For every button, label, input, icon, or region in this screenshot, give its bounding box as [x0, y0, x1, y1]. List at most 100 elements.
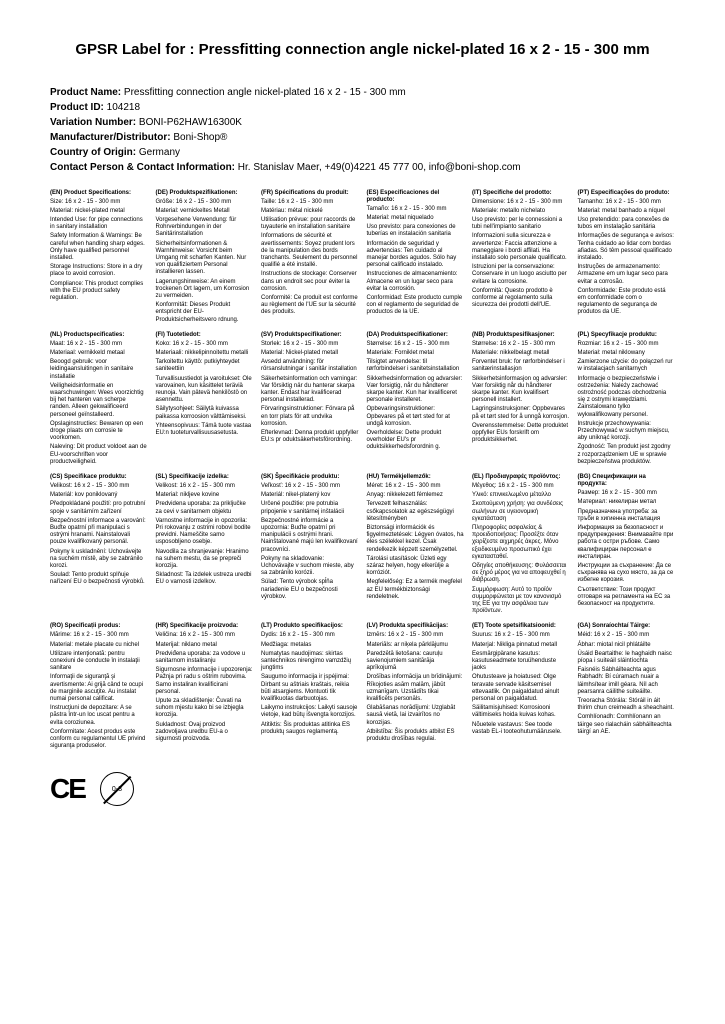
cell-line: Materjal: Nikliga pinnatud metall [472, 642, 570, 649]
cell-header: (LV) Produkta specifikācijas: [367, 623, 465, 630]
cell-line: Overholdelse: Dette produkt overholder E… [367, 430, 465, 452]
cell-header: (DE) Produktspezifikationen: [156, 190, 254, 197]
cell-size: Dydis: 16 x 2 - 15 - 300 mm [261, 632, 359, 639]
cell-line: Material: nikljeve kovine [156, 492, 254, 499]
cell-line: Materiale: nikkelbelagt metall [472, 350, 570, 357]
cell-line: Vorgesehene Verwendung: für Rohrverbindu… [156, 217, 254, 239]
cell-line: Utilizare intenţionată: pentru conexiuni… [50, 651, 148, 673]
cell-line: Atbilstība: Šis produkts atbilst ES prod… [367, 729, 465, 743]
lang-cell: (HU) Termékjellemzők:Méret: 16 x 2 - 15 … [367, 474, 465, 617]
cell-line: Anyag: nikkelezett fémlemez [367, 492, 465, 499]
value: Hr. Stanislav Maer, +49(0)4221 45 777 00… [238, 162, 521, 173]
cell-size: Μέγεθος: 16 x 2 - 15 - 300 mm [472, 483, 570, 490]
cell-header: (RO) Specificații produs: [50, 623, 148, 630]
cell-line: Sukladnost: Ovaj proizvod zadovoljava ur… [156, 722, 254, 744]
cell-line: Megfelelőség: Ez a termék megfelel az EU… [367, 579, 465, 601]
cell-line: Predvidena uporaba: za priključke za cev… [156, 501, 254, 515]
cell-line: Paredzētā lietošana: cauruļu savienojumi… [367, 651, 465, 673]
label: Product ID: [50, 102, 104, 113]
cell-line: Σκοπούμενη χρήση: για συνδέσεις σωλήνων … [472, 501, 570, 523]
cell-header: (ET) Toote spetsifikatsioonid: [472, 623, 570, 630]
lang-cell: (PT) Especificações do produto:Tamanho: … [578, 190, 676, 326]
cell-header: (NL) Productspecificaties: [50, 332, 148, 339]
cell-line: Materiale: metallo nichelato [472, 208, 570, 215]
cell-line: Predviđena uporaba: za vodove u sanitarn… [156, 651, 254, 665]
cell-line: Uso pretendido: para conexões de tubos e… [578, 217, 676, 231]
cell-line: Πληροφορίες ασφαλείας & προειδοποιήσεις:… [472, 525, 570, 561]
cell-line: Съответствие: Този продукт отговаря на р… [578, 587, 676, 609]
cell-line: Compliance: This product complies with t… [50, 281, 148, 303]
cell-line: Safety Information & Warnings: Be carefu… [50, 233, 148, 262]
lang-cell: (GA) Sonraíochtaí Táirge: Méid: 16 x 2 - … [578, 623, 676, 752]
cell-line: Sikkerhetsinformasjon og advarsler: Vær … [472, 376, 570, 405]
label: Country of Origin: [50, 147, 136, 158]
lang-cell: (FI) Tuotetiedot:Koko: 16 x 2 - 15 - 300… [156, 332, 254, 468]
cell-line: Uso previsto: para conexiones de tubería… [367, 224, 465, 238]
cell-line: Veiligheidsinformatie en waarschuwingen:… [50, 383, 148, 419]
cell-line: Storage Instructions: Store in a dry pla… [50, 264, 148, 278]
cell-size: Rozmiar: 16 x 2 - 15 - 300 mm [578, 341, 676, 348]
value: BONI-P62HAW16300K [139, 117, 242, 128]
cell-line: Tarkoitettu käyttö: putkiyhteydet sanite… [156, 359, 254, 373]
cell-size: Størrelse: 16 x 2 - 15 - 300 mm [472, 341, 570, 348]
cell-line: Material: vernickeltes Metall [156, 208, 254, 215]
lang-cell: (SK) Špecifikácie produktu: Veľkosť: 16 x… [261, 474, 359, 617]
value: 104218 [107, 102, 140, 113]
lang-cell: (HR) Specifikacije proizvoda:Veličina: 1… [156, 623, 254, 752]
cell-line: Tárolási utasítások: Üzleti egy száraz h… [367, 556, 465, 578]
cell-size: Velikost: 16 x 2 - 15 - 300 mm [156, 483, 254, 490]
value: Germany [139, 147, 180, 158]
cell-header: (FR) Spécifications du produit: [261, 190, 359, 197]
cell-line: Utilisation prévue: pour raccords de tuy… [261, 217, 359, 231]
value: Pressfitting connection angle nickel-pla… [124, 87, 406, 98]
lang-cell: (NB) Produktspesifikasjoner: Størrelse: 1… [472, 332, 570, 468]
cell-line: Zgodność: Ten produkt jest zgodny z rozp… [578, 444, 676, 466]
cell-line: Materiál: nikel-platený kov [261, 492, 359, 499]
cell-size: Méid: 16 x 2 - 15 - 300 mm [578, 632, 676, 639]
lang-cell: (FR) Spécifications du produit:Taille: 1… [261, 190, 359, 326]
cell-line: Medžiaga: metalas [261, 642, 359, 649]
cell-size: Größe: 16 x 2 - 15 - 300 mm [156, 199, 254, 206]
cell-header: (NB) Produktspesifikasjoner: [472, 332, 570, 339]
cell-line: Istruzioni per la conservazione: Conserv… [472, 264, 570, 286]
cell-header: (LT) Produkto specifikacijos: [261, 623, 359, 630]
cell-header: (HU) Termékjellemzők: [367, 474, 465, 481]
cell-header: (GA) Sonraíochtaí Táirge: [578, 623, 676, 630]
cell-line: Biztonsági információk és figyelmeztetés… [367, 525, 465, 554]
cell-line: Forventet bruk: for rørforbindelser i sa… [472, 359, 570, 373]
cell-line: Pokyny na skladovanie: Uchovávajte v suc… [261, 556, 359, 578]
cell-line: Súlad: Tento výrobok spĺňa nariadenie EU… [261, 579, 359, 601]
cell-header: (SK) Špecifikácie produktu: [261, 474, 359, 481]
cell-header: (EL) Προδιαγραφές προϊόντος: [472, 474, 570, 481]
cell-line: Navodila za shranjevanje: Hranimo na suh… [156, 549, 254, 571]
cell-header: (BG) Спецификации на продукта: [578, 474, 676, 488]
cell-line: Materijal: niklano metal [156, 642, 254, 649]
lang-cell: (NL) Productspecificaties:Maat: 16 x 2 -… [50, 332, 148, 468]
label: Contact Person & Contact Information: [50, 162, 235, 173]
cell-line: Instrukcje przechowywania: Przechowywać … [578, 421, 676, 443]
label: Product Name: [50, 87, 121, 98]
cell-line: Turvallisuustiedot ja varoitukset: Ole v… [156, 376, 254, 405]
cell-line: Pokyny k uskladnění: Uchovávejte na such… [50, 549, 148, 571]
cell-line: Glabāšanas norādījumi: Uzglabāt sausā vi… [367, 705, 465, 727]
cell-line: Tervezett felhasználás: csőkapcsolatok a… [367, 501, 465, 523]
cell-line: Opslaginstructies: Bewaren op een droge … [50, 421, 148, 443]
cell-header: (SV) Produktspecifikationer: [261, 332, 359, 339]
cell-line: Informações de segurança e avisos: Tenha… [578, 233, 676, 262]
cell-line: Yhteensopivuus: Tämä tuote vastaa EU:n t… [156, 423, 254, 437]
cell-line: Conformitate: Acest produs este conform … [50, 729, 148, 751]
cell-line: Material: Nickel-plated metall [261, 350, 359, 357]
cell-line: Uso previsto: per le connessioni a tubi … [472, 217, 570, 231]
cell-line: Opbevaringsinstruktioner: Opbevares på e… [367, 406, 465, 428]
cell-header: (PL) Specyfikacje produktu: [578, 332, 676, 339]
cell-line: Naleving: Dit product voldoet aan de EU-… [50, 444, 148, 466]
cell-header: (IT) Specifiche del prodotto: [472, 190, 570, 197]
cell-header: (FI) Tuotetiedot: [156, 332, 254, 339]
cell-header: (ES) Especificaciones del producto: [367, 190, 465, 204]
cell-line: Materiál: kov poniklovaný [50, 492, 148, 499]
cell-line: Säilytysohjeet: Säilytä kuivassa paikass… [156, 406, 254, 420]
cell-line: Tilsigtet anvendelse: til rørforbindelse… [367, 359, 465, 373]
cell-line: Συμμόρφωση: Αυτό το προϊόν συμμορφώνεται… [472, 587, 570, 616]
cell-size: Veľkosť: 16 x 2 - 15 - 300 mm [261, 483, 359, 490]
cell-header: (CS) Specifikace produktu: [50, 474, 148, 481]
